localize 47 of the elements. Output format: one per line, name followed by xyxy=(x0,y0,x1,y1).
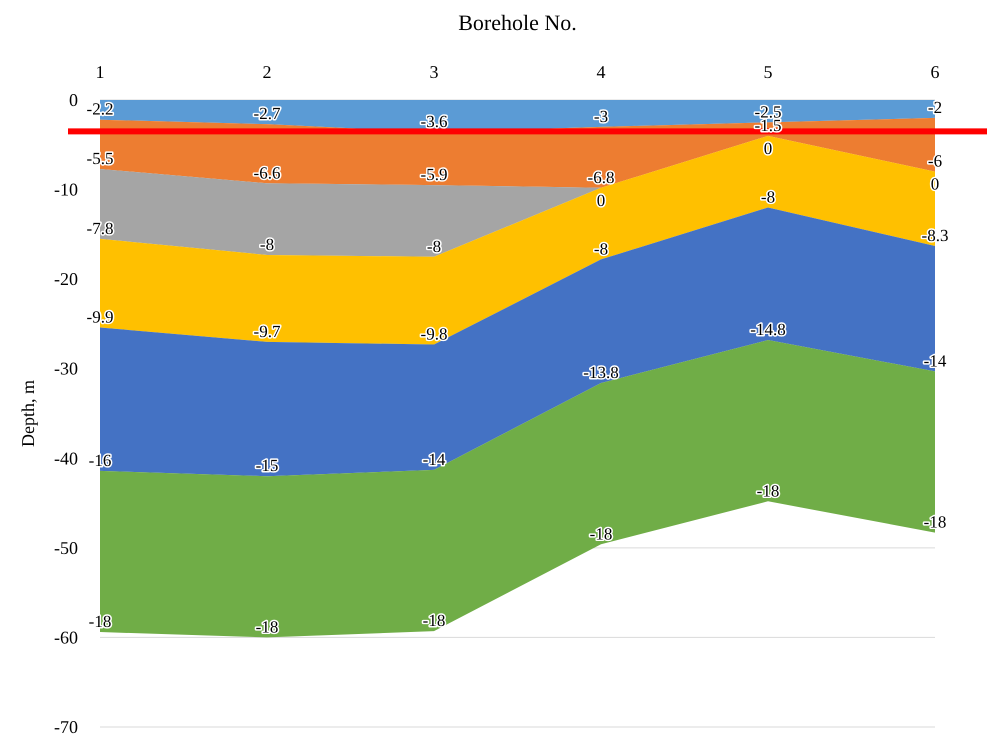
y-tick-label: -70 xyxy=(54,717,78,737)
data-label: -8 xyxy=(594,239,608,258)
data-label: -2.7 xyxy=(254,104,281,124)
x-tick-label: 2 xyxy=(262,62,272,82)
data-label: -18 xyxy=(422,611,446,630)
y-axis-title: Depth, m xyxy=(18,380,38,447)
x-axis-title: Borehole No. xyxy=(458,10,577,35)
data-label: -8 xyxy=(260,234,274,254)
data-label: -7.8 xyxy=(86,218,114,238)
x-tick-label: 1 xyxy=(96,62,104,82)
data-label: 0 xyxy=(930,174,940,194)
data-label: -18 xyxy=(756,481,780,500)
x-tick-label: 4 xyxy=(596,62,606,82)
data-label: -18 xyxy=(924,512,946,532)
data-label: -6.8 xyxy=(588,168,614,187)
y-tick-label: -30 xyxy=(54,358,78,379)
data-label: -14.8 xyxy=(750,320,786,340)
data-label: -6.6 xyxy=(254,163,280,182)
data-label: -18 xyxy=(88,612,112,632)
x-tick-label: 6 xyxy=(930,62,940,82)
data-label: -16 xyxy=(88,450,112,470)
data-label: -5.9 xyxy=(420,165,448,184)
data-label: 0 xyxy=(764,138,772,158)
data-label: -15 xyxy=(256,456,278,476)
y-tick-label: -50 xyxy=(54,538,78,558)
data-label: -9.7 xyxy=(254,322,281,341)
data-label: -3 xyxy=(594,106,608,126)
data-label: -8 xyxy=(426,236,442,256)
x-tick-label: 5 xyxy=(764,62,772,82)
y-tick-label: -10 xyxy=(54,180,78,200)
y-tick-label: -60 xyxy=(54,627,78,648)
y-tick-label: -20 xyxy=(54,269,78,290)
data-label: -14 xyxy=(422,450,446,469)
y-tick-label: -40 xyxy=(54,448,78,468)
data-label: 0 xyxy=(596,190,606,210)
data-label: -8.3 xyxy=(922,226,948,245)
data-label: -13.8 xyxy=(583,363,619,382)
data-label: -18 xyxy=(590,524,612,544)
x-tick-label: 3 xyxy=(430,62,438,82)
data-label: -8 xyxy=(760,187,776,206)
data-label: -3.6 xyxy=(420,112,448,132)
data-label: -2 xyxy=(928,98,942,117)
data-label: -9.9 xyxy=(86,308,114,327)
data-label: -5.5 xyxy=(86,148,114,168)
data-label: -9.8 xyxy=(420,324,448,344)
data-label: -18 xyxy=(256,617,278,636)
y-tick-label: 0 xyxy=(69,90,78,110)
